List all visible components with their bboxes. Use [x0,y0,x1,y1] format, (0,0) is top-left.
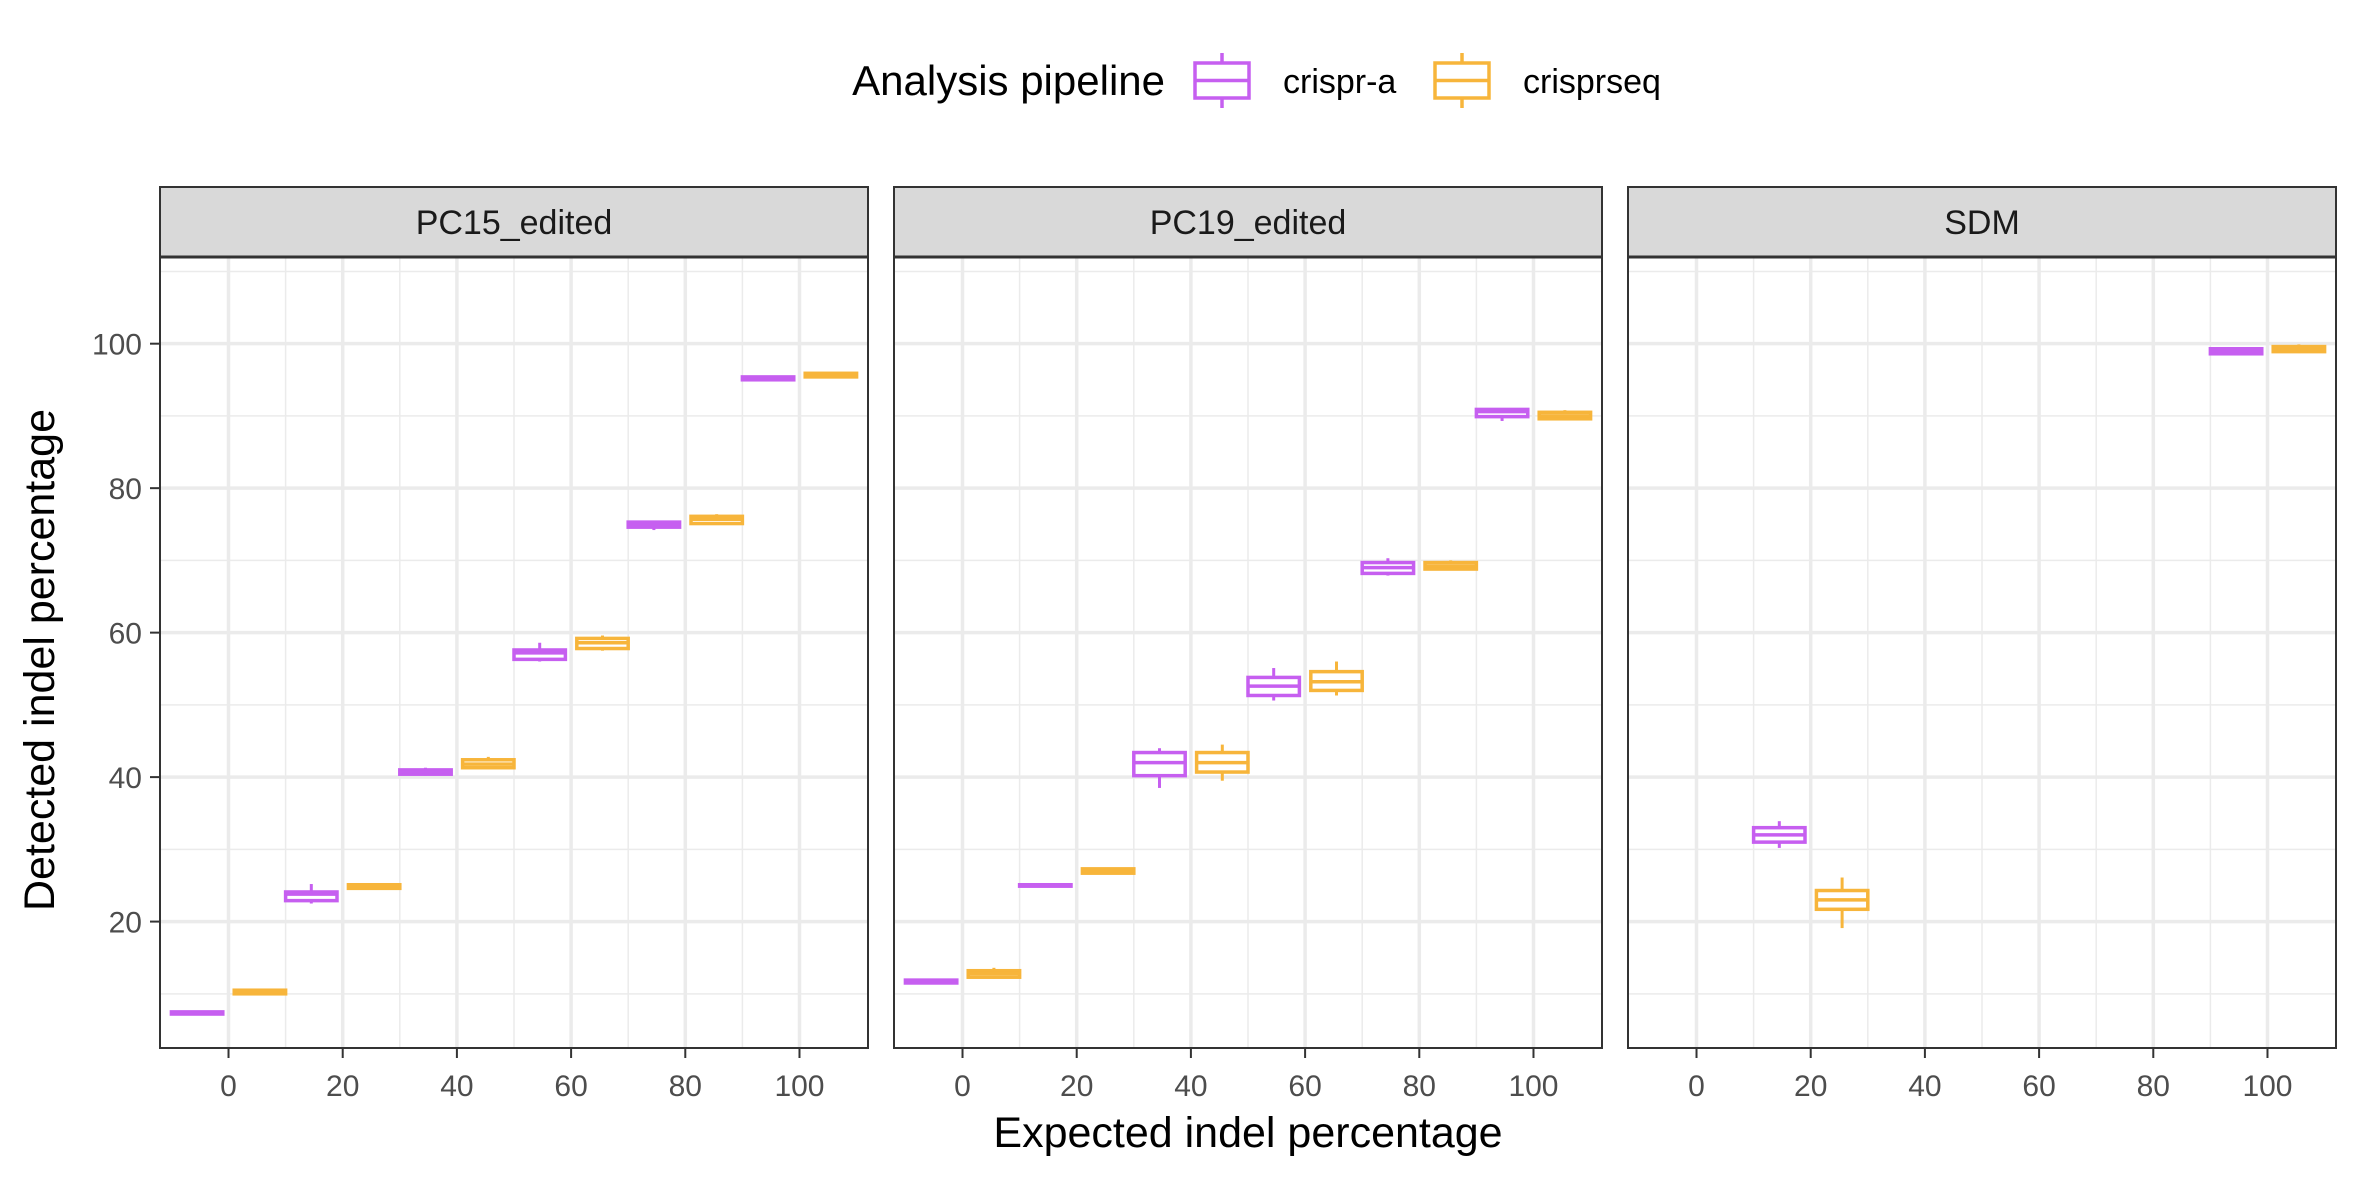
box-crispr-a-x0 [903,978,959,985]
facet-strip-label: PC15_edited [416,204,613,242]
y-tick-label: 60 [109,618,142,651]
x-tick-label: 20 [1794,1070,1827,1103]
facet-panel-PC19_edited: PC19_edited 0 20 40 60 80 100 [893,186,1603,1103]
box-crisprseq-x20 [1814,877,1870,929]
x-tick-label: 80 [2137,1070,2170,1103]
y-tick-label: 20 [109,907,142,940]
box-crisprseq-x100 [1537,410,1593,421]
box-crisprseq-x60 [575,635,630,651]
box-crisprseq-x0 [232,988,288,996]
legend-item-crispr-a: crispr-a [1193,53,1396,108]
box-crispr-a-x20 [283,884,339,904]
x-tick-label: 100 [2242,1070,2292,1103]
x-tick-label: 0 [220,1070,237,1103]
x-tick-label: 20 [1060,1070,1093,1103]
box-crisprseq-x80 [689,514,745,526]
facet-strip [159,186,869,258]
box-body [283,890,339,903]
x-tick-label: 100 [1508,1070,1558,1103]
box-crispr-a-x100 [1474,407,1530,421]
facet-strip-label: PC19_edited [1150,204,1347,242]
x-tick-label: 60 [1288,1070,1321,1103]
box-crisprseq-x40 [460,756,516,770]
box-crisprseq-x100 [2271,344,2327,354]
legend: Analysis pipeline crispr-a crisprseq [852,53,1661,108]
box-crisprseq-x100 [803,371,859,379]
x-tick-label: 40 [1908,1070,1941,1103]
box-crisprseq-x20 [1080,867,1136,875]
x-tick-label: 80 [1403,1070,1436,1103]
legend-label: crisprseq [1523,63,1661,101]
facet-panel-SDM: SDM 0 20 40 60 80 100 [1627,186,2337,1103]
x-tick-label: 60 [554,1070,587,1103]
x-tick-label: 60 [2022,1070,2055,1103]
facet-panel-PC15_edited: PC15_edited 0 20 40 60 80 100 20 40 60 80 100 [92,186,869,1103]
x-tick-label: 40 [440,1070,473,1103]
facet-strip-label: SDM [1944,204,2020,242]
facet-strip [1627,186,2337,258]
box-crispr-a-x100 [740,375,796,382]
x-tick-label: 0 [1688,1070,1705,1103]
box-crispr-a-x20 [1751,821,1807,848]
box-crispr-a-x40 [398,767,453,776]
x-tick-label: 80 [669,1070,702,1103]
box-crispr-a-x40 [1132,748,1187,788]
x-axis-title: Expected indel percentage [993,1109,1502,1157]
box-crisprseq-x0 [966,967,1022,979]
box-crispr-a-x60 [512,642,568,662]
box-crispr-a-x80 [626,520,682,531]
x-tick-label: 20 [326,1070,359,1103]
box-crisprseq-x80 [1423,560,1479,571]
box-crispr-a-x0 [169,1010,225,1016]
y-axis-title: Detected indel percentage [16,409,64,911]
legend-label: crispr-a [1283,63,1396,101]
y-tick-label: 100 [92,329,142,362]
legend-item-crisprseq: crisprseq [1433,53,1661,108]
y-tick-label: 40 [109,762,142,795]
box-crisprseq-x40 [1194,744,1250,781]
x-tick-label: 40 [1174,1070,1207,1103]
box-body [512,648,568,662]
box-crisprseq-x60 [1309,661,1364,696]
box-crisprseq-x20 [346,882,402,891]
box-crispr-a-x60 [1246,668,1302,701]
box-crispr-a-x80 [1360,558,1416,576]
box-crispr-a-x100 [2208,346,2264,356]
x-tick-label: 0 [954,1070,971,1103]
y-tick-label: 80 [109,473,142,506]
legend-title: Analysis pipeline [852,57,1165,104]
x-tick-label: 100 [774,1070,824,1103]
box-crispr-a-x20 [1017,882,1073,888]
